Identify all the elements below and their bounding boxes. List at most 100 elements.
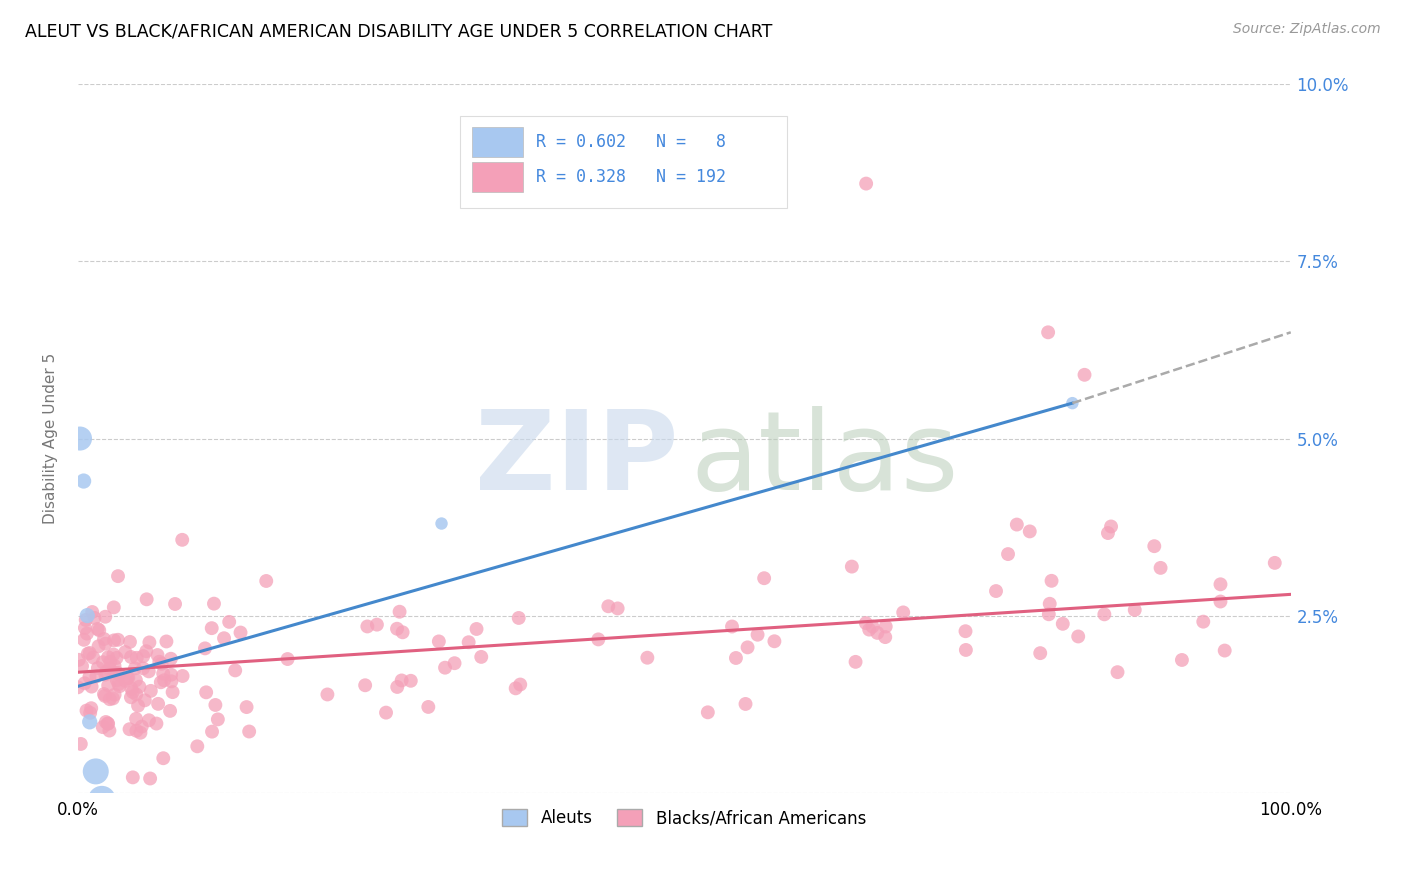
Point xyxy=(204,698,226,712)
Point xyxy=(91,655,114,669)
Point xyxy=(172,669,194,683)
Point xyxy=(101,691,124,706)
Point xyxy=(1018,524,1040,539)
Point xyxy=(172,533,194,547)
Point xyxy=(391,625,413,640)
Point xyxy=(235,700,257,714)
Point xyxy=(87,640,110,654)
Point xyxy=(160,667,183,681)
Point xyxy=(120,650,142,665)
Point xyxy=(132,661,155,675)
Point xyxy=(105,651,128,665)
Point xyxy=(737,640,759,655)
Point xyxy=(108,679,131,693)
Point xyxy=(97,716,120,731)
Point xyxy=(385,622,408,636)
Point xyxy=(76,647,98,661)
Point xyxy=(93,632,115,646)
Point xyxy=(69,432,91,446)
Point xyxy=(103,648,125,662)
Point xyxy=(124,661,146,675)
Point xyxy=(218,615,240,629)
Point xyxy=(955,643,977,657)
Point xyxy=(1029,646,1052,660)
Point xyxy=(94,609,117,624)
Point xyxy=(1209,594,1232,608)
Point xyxy=(1062,396,1084,410)
Point xyxy=(457,635,479,649)
Point xyxy=(1052,616,1074,631)
Point xyxy=(127,698,149,713)
Point xyxy=(955,624,977,639)
Point xyxy=(91,720,114,734)
Point xyxy=(1143,539,1166,553)
Point xyxy=(841,559,863,574)
Point xyxy=(98,723,121,738)
Point xyxy=(146,697,169,711)
Point xyxy=(82,650,104,665)
FancyBboxPatch shape xyxy=(472,127,523,157)
Point xyxy=(125,650,148,665)
Point xyxy=(165,597,187,611)
Point xyxy=(277,652,299,666)
Point xyxy=(125,712,148,726)
Point xyxy=(212,632,235,646)
Point xyxy=(159,704,181,718)
Point xyxy=(984,584,1007,599)
Point xyxy=(146,648,169,662)
Point xyxy=(734,697,756,711)
Point xyxy=(121,685,143,699)
Point xyxy=(107,632,129,647)
Point xyxy=(207,712,229,726)
Point xyxy=(1039,597,1062,611)
Point xyxy=(73,676,96,690)
Point xyxy=(1123,603,1146,617)
Point xyxy=(87,661,110,675)
Point xyxy=(1192,615,1215,629)
Point xyxy=(115,671,138,685)
Point xyxy=(470,649,492,664)
Point xyxy=(229,625,252,640)
Point xyxy=(98,692,121,706)
Point xyxy=(98,655,121,669)
Point xyxy=(427,634,450,648)
Point xyxy=(153,673,176,688)
Point xyxy=(79,714,101,729)
Point xyxy=(118,635,141,649)
Point xyxy=(104,688,127,702)
Point xyxy=(316,688,339,702)
Point xyxy=(152,751,174,765)
Point xyxy=(1099,519,1122,533)
Point xyxy=(131,720,153,734)
Point xyxy=(855,616,877,631)
Point xyxy=(66,681,89,695)
Point xyxy=(135,592,157,607)
Point xyxy=(80,680,103,694)
Point xyxy=(588,632,610,647)
Point xyxy=(1213,643,1236,657)
Point xyxy=(162,685,184,699)
Point xyxy=(399,673,422,688)
Point xyxy=(103,666,125,681)
Point xyxy=(724,651,747,665)
Point xyxy=(134,693,156,707)
Point xyxy=(107,677,129,691)
Point xyxy=(1038,607,1060,622)
Point xyxy=(598,599,620,614)
Point xyxy=(128,680,150,694)
Point xyxy=(76,626,98,640)
Point xyxy=(434,661,457,675)
Point xyxy=(67,653,90,667)
Point xyxy=(418,700,440,714)
Point xyxy=(160,651,183,665)
Point xyxy=(132,649,155,664)
Point xyxy=(150,657,173,671)
Point xyxy=(82,605,104,619)
Point xyxy=(76,608,98,623)
Point xyxy=(118,722,141,736)
Point xyxy=(103,659,125,673)
Point xyxy=(103,633,125,648)
Text: atlas: atlas xyxy=(690,406,959,513)
Point xyxy=(1107,665,1129,680)
Point xyxy=(155,634,177,648)
